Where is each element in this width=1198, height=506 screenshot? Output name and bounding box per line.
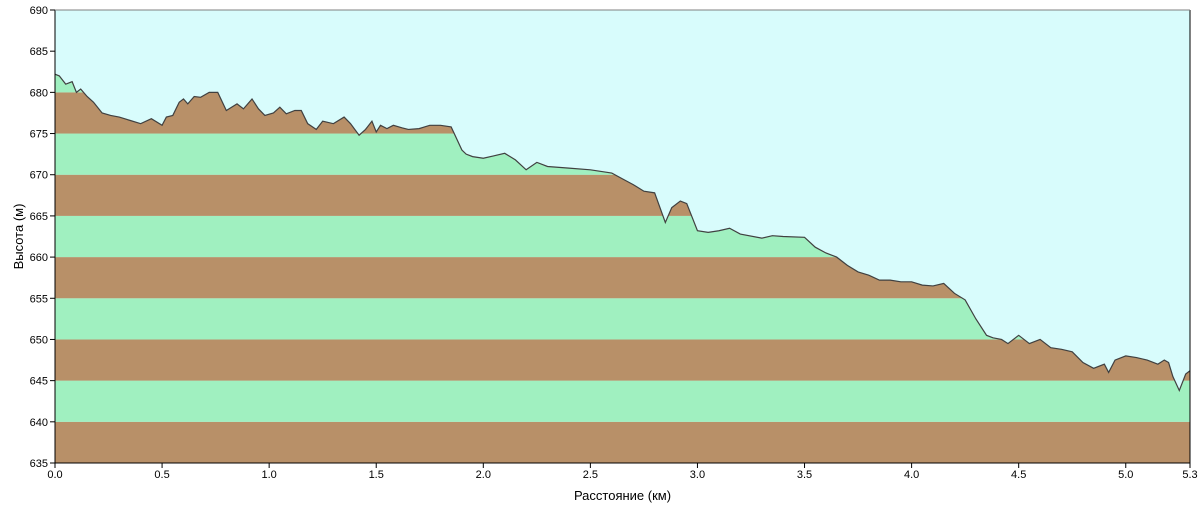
- x-tick-label: 4.5: [1011, 469, 1026, 481]
- x-tick-label: 3.0: [690, 469, 705, 481]
- y-tick-label: 680: [30, 87, 48, 99]
- elevation-band: [55, 421, 1190, 463]
- x-tick-label: 1.0: [262, 469, 277, 481]
- y-tick-label: 655: [30, 293, 48, 305]
- x-tick-label: 0.5: [154, 469, 169, 481]
- x-tick-label: 5.3: [1182, 469, 1197, 481]
- x-tick-label: 4.0: [904, 469, 919, 481]
- y-tick-label: 640: [30, 417, 48, 429]
- x-tick-label: 2.5: [583, 469, 598, 481]
- x-tick-label: 1.5: [369, 469, 384, 481]
- elevation-band: [55, 339, 1190, 381]
- y-tick-label: 635: [30, 458, 48, 470]
- y-tick-label: 645: [30, 376, 48, 388]
- y-tick-label: 650: [30, 334, 48, 346]
- x-tick-label: 2.0: [476, 469, 491, 481]
- y-tick-label: 685: [30, 46, 48, 58]
- x-tick-label: 0.0: [47, 469, 62, 481]
- elevation-profile-line: [54, 73, 1191, 393]
- y-tick-label: 690: [30, 5, 48, 17]
- y-tick-label: 670: [30, 170, 48, 182]
- y-axis-title: Высота (м): [11, 204, 26, 270]
- x-axis-title: Расстояние (км): [574, 488, 671, 503]
- elevation-band: [55, 380, 1190, 422]
- y-tick-label: 675: [30, 129, 48, 141]
- x-axis-ticks: 0.0 0.5 1.0 1.5 2.0 2.5 3.0 3.5 4.0 4.5 5.0 5.3: [47, 463, 1198, 481]
- plot-axes: [54, 9, 1191, 464]
- y-tick-label: 665: [30, 211, 48, 223]
- y-tick-label: 660: [30, 252, 48, 264]
- x-tick-label: 3.5: [797, 469, 812, 481]
- y-axis-ticks: 635 640 645 650 655 660 665 670 675 680 685 690: [30, 5, 55, 470]
- x-tick-label: 5.0: [1118, 469, 1133, 481]
